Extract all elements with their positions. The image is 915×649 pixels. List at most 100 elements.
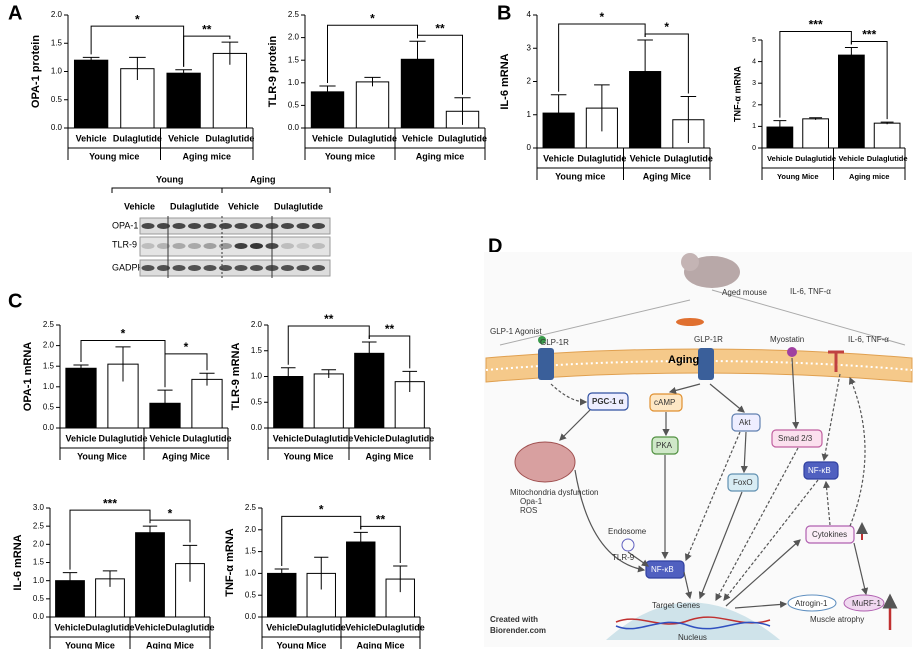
error-bar [409, 40, 426, 60]
group-label: Aging mice [416, 151, 465, 161]
diagram-label: MuRF-1 [852, 599, 881, 608]
diagram-label: Opa-1 [520, 497, 543, 506]
endosome-icon [621, 538, 635, 552]
error-bar [129, 56, 146, 80]
significance-label: * [600, 10, 605, 24]
significance-label: ** [202, 22, 212, 36]
significance-label: ** [435, 21, 445, 35]
group-label: Young mice [89, 151, 139, 161]
significance-label: ** [385, 322, 395, 336]
y-axis-label: OPA-1 mRNA [22, 342, 34, 412]
diagram-label: Aged mouse [722, 288, 767, 297]
y-axis-label: TNF-α mRNA [224, 528, 236, 597]
bar [135, 532, 165, 618]
diagram-label: Aging [668, 354, 699, 366]
y-tick-label: 1 [752, 123, 756, 130]
blot-band [188, 243, 201, 249]
node-box [587, 392, 629, 411]
blot-bracket [111, 187, 331, 193]
diagram-label: Akt [739, 418, 751, 427]
group-label: Young mice [325, 151, 375, 161]
y-tick-label: 0.0 [33, 612, 45, 621]
blot-band [296, 223, 310, 229]
x-tick-label: Dulaglutide [183, 433, 232, 443]
arrow [821, 373, 841, 462]
bar [766, 126, 794, 149]
blot-band [250, 265, 263, 271]
y-tick-label: 2.5 [288, 10, 300, 19]
group-label: Aging Mice [356, 640, 404, 649]
significance-bracket [164, 353, 208, 388]
diagram-label: PKA [656, 441, 673, 450]
group-label: Aging Mice [162, 451, 210, 461]
bar [212, 52, 248, 129]
bar [838, 54, 865, 149]
significance-label: *** [103, 496, 117, 510]
blot-band [281, 223, 294, 229]
bar [355, 81, 390, 129]
error-bar [773, 120, 787, 128]
blot-band [234, 223, 248, 229]
bar [354, 352, 385, 429]
arrow [550, 383, 588, 406]
node-box [651, 436, 679, 455]
blot-lane: Vehicle [228, 201, 259, 211]
y-tick-label: 2.5 [33, 521, 45, 530]
blot-band [234, 265, 248, 271]
y-tick-label: 0.5 [251, 397, 263, 406]
y-tick-label: 1.5 [288, 55, 300, 64]
blot-lane: Dulaglutide [274, 201, 323, 211]
bar [313, 373, 344, 429]
bar [346, 541, 376, 618]
x-tick-label: Vehicle [354, 433, 385, 443]
bar [873, 122, 901, 149]
x-tick-label: Vehicle [402, 133, 433, 143]
blot-band [141, 223, 155, 229]
bar [273, 376, 304, 429]
x-tick-label: Dulaglutide [867, 154, 908, 163]
error-bar [364, 76, 381, 87]
error-bar [142, 525, 158, 533]
x-tick-label: Vehicle [266, 622, 297, 632]
error-bar [199, 372, 215, 386]
mitochondria [514, 441, 576, 483]
x-tick-label: Vehicle [54, 622, 85, 632]
diagram-label: Endosome [608, 527, 647, 536]
group-label: Aging mice [182, 151, 231, 161]
diagram-label: NF-κB [651, 565, 674, 574]
x-tick-label: Vehicle [134, 622, 165, 632]
error-bar [680, 95, 697, 144]
x-tick-label: Dulaglutide [113, 133, 162, 143]
significance-label: ** [324, 312, 334, 326]
x-tick-label: Vehicle [543, 153, 574, 163]
error-bar [321, 369, 337, 379]
blot-band [188, 223, 201, 229]
credit: Biorender.com [490, 626, 546, 635]
group-label: Young Mice [277, 640, 327, 649]
significance-label: ** [376, 513, 386, 527]
y-tick-label: 2.5 [245, 503, 257, 512]
x-tick-label: Dulaglutide [205, 133, 254, 143]
error-bar [361, 341, 377, 354]
y-tick-label: 0.0 [288, 123, 300, 132]
y-tick-label: 4 [527, 10, 532, 19]
zoom-line [499, 289, 906, 346]
error-bar [809, 117, 823, 120]
diagram-label: ROS [520, 506, 537, 515]
blot-band [250, 223, 263, 229]
significance-bracket [417, 34, 463, 95]
x-tick-label: Vehicle [345, 622, 376, 632]
significance-bracket [327, 24, 418, 83]
y-tick-label: 0 [527, 143, 532, 152]
significance-bracket [69, 509, 151, 570]
error-bar [221, 41, 239, 65]
y-tick-label: 0.5 [43, 403, 55, 412]
arrow [740, 431, 748, 474]
significance-bracket [149, 519, 191, 543]
error-bar [353, 531, 368, 543]
arrow [627, 551, 649, 567]
blot-band [296, 243, 310, 249]
diagram-label: FoxO [733, 478, 753, 487]
blot-band [234, 243, 248, 249]
